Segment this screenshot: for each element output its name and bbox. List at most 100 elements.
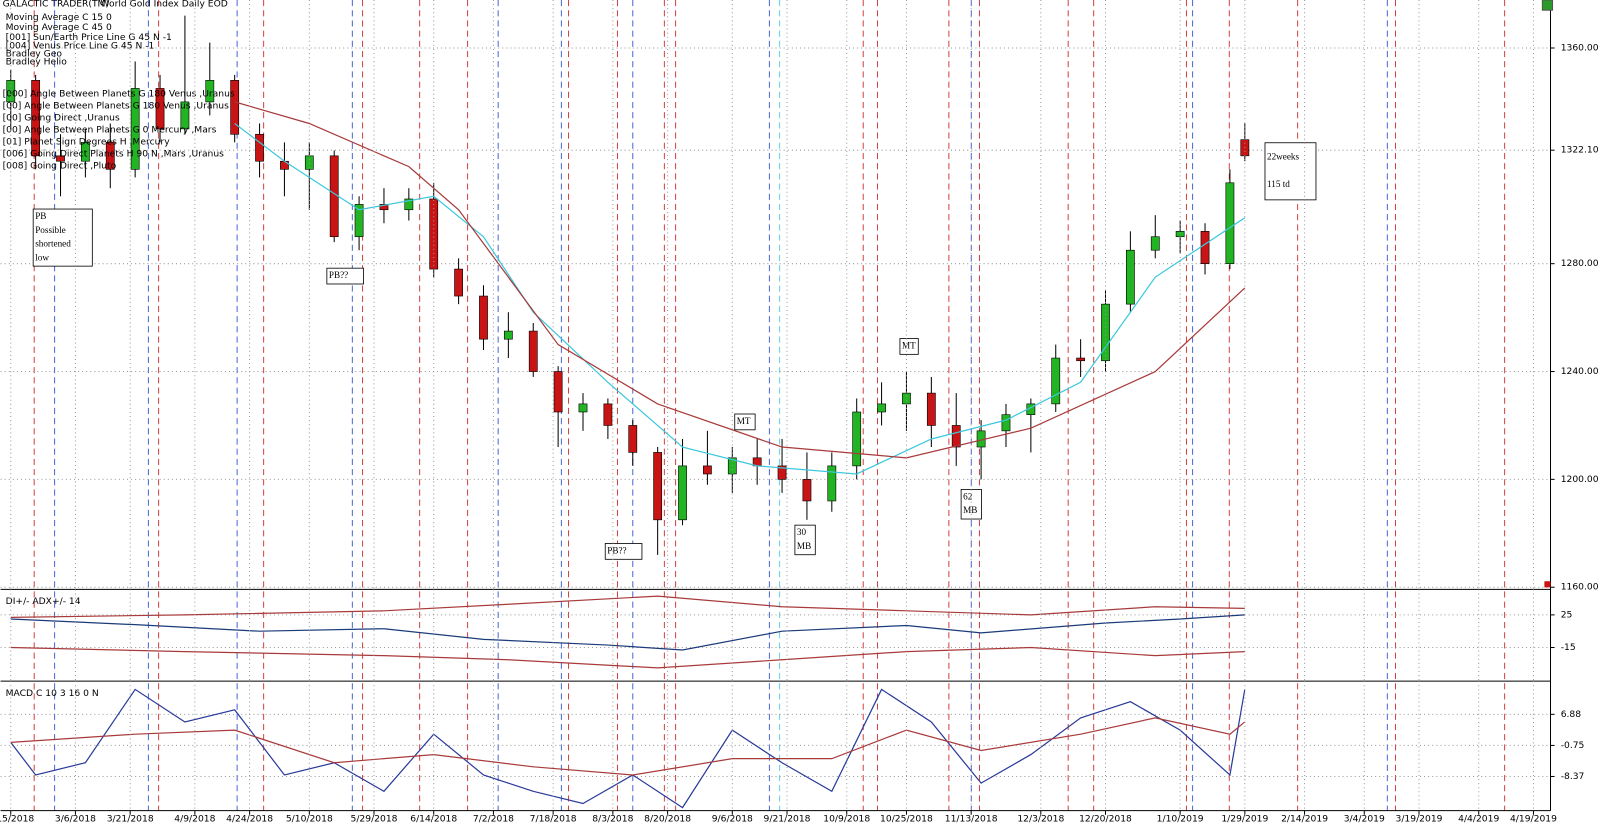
- annotation-box: [899, 338, 919, 355]
- study-label: [008] Going Direct ,Pluto: [3, 161, 117, 172]
- candle-body: [877, 403, 886, 413]
- study-label: [000] Angle Between Planets G 180 Venus …: [3, 88, 235, 99]
- candle-body: [130, 88, 140, 170]
- annotation-text: 22weeks: [1267, 152, 1299, 162]
- x-tick-label: 9/6/2018: [712, 813, 753, 824]
- y-tick-label: -15: [1561, 642, 1576, 653]
- x-tick-label: 4/4/2019: [1458, 813, 1499, 824]
- candle-body: [354, 204, 364, 238]
- candle-body: [703, 465, 712, 475]
- annotation-text: 115 td: [1267, 179, 1290, 189]
- annotation-box: [32, 208, 93, 267]
- x-tick-label: 3/6/2018: [55, 813, 96, 824]
- candle-body: [1076, 357, 1086, 362]
- annotation-box: [734, 413, 756, 431]
- x-tick-label: 11/13/2018: [945, 813, 998, 824]
- candle-body: [603, 403, 613, 426]
- study-label: Bradley Geo: [6, 49, 63, 60]
- candle-body: [1150, 236, 1160, 251]
- legend-entry: Moving Average C 15 0: [6, 12, 112, 23]
- candle-body: [31, 80, 41, 157]
- scrollbar: [1541, 0, 1554, 11]
- y-tick-label: -8.37: [1561, 771, 1585, 782]
- annotation-text: MT: [737, 416, 751, 426]
- panel-title: DI+/- ADX+/- 14: [6, 596, 81, 607]
- candle-body: [429, 198, 439, 270]
- annotation-text: MT: [902, 341, 916, 351]
- y-tick-label: 1280.00: [1561, 258, 1599, 269]
- x-tick-label: 7/18/2018: [530, 813, 577, 824]
- y-tick-label: 1360.00: [1561, 42, 1599, 53]
- candle-body: [329, 155, 339, 238]
- study-label: [004] Venus Price Line G 45 N -1: [6, 40, 155, 51]
- candle-body: [6, 80, 16, 103]
- study-label: [00] Angle Between Planets G 180 Venus ,…: [3, 100, 229, 111]
- annotation-text: 30: [797, 527, 807, 537]
- study-label: [001] Sun/Earth Price Line G 45 N -1: [6, 32, 172, 43]
- annotation-text: 62: [963, 491, 973, 501]
- candle-body: [404, 198, 414, 211]
- indicator-line: [234, 101, 1246, 459]
- candle-body: [155, 88, 165, 130]
- app-title: GALACTIC TRADER(TM): [3, 0, 109, 10]
- study-label: [00] Going Direct ,Uranus: [3, 112, 120, 123]
- indicator-line: [10, 646, 1245, 669]
- annotation-text: MB: [797, 541, 811, 551]
- indicator-line: [234, 122, 1246, 475]
- candle-body: [479, 295, 488, 340]
- study-label: [01] Planet Sign Degrees H ,Mercury: [3, 136, 171, 147]
- y-tick-label: 1322.10: [1561, 145, 1599, 156]
- study-label: [00] Angle Between Planets G 0 Mercury ,…: [3, 124, 217, 135]
- candle-body: [503, 330, 513, 340]
- x-tick-label: 3/4/2019: [1344, 813, 1385, 824]
- candle-body: [205, 80, 215, 103]
- annotation-text: PB??: [607, 546, 626, 556]
- study-label: [006] Going Direct Planets H 90 N ,Mars …: [3, 148, 225, 159]
- x-tick-label: 10/9/2018: [823, 813, 870, 824]
- price-marker: [1544, 581, 1551, 588]
- annotation-box: [1264, 142, 1317, 201]
- instrument: World Gold Index Daily EOD: [100, 0, 227, 10]
- candle-body: [230, 80, 240, 135]
- x-tick-label: 6/14/2018: [410, 813, 457, 824]
- x-tick-label: 3/21/2018: [107, 813, 154, 824]
- candle-body: [1125, 249, 1135, 305]
- annotation-text: shortened: [35, 239, 71, 249]
- annotation-text: low: [35, 252, 49, 262]
- x-tick-label: 7/2/2018: [473, 813, 514, 824]
- candle-body: [553, 371, 563, 413]
- y-tick-label: 1200.00: [1561, 474, 1599, 485]
- candle-body: [255, 133, 264, 162]
- x-tick-label: 4/24/2018: [226, 813, 273, 824]
- legend-entry: Moving Average C 45 0: [6, 22, 112, 33]
- annotation-box: [604, 543, 643, 560]
- candle-body: [379, 204, 389, 211]
- candle-body: [802, 479, 812, 502]
- x-tick-label: 4/19/2019: [1510, 813, 1557, 824]
- y-tick-label: 1240.00: [1561, 366, 1599, 377]
- candle-body: [454, 268, 463, 297]
- candle-body: [951, 425, 961, 448]
- x-tick-label: 3/19/2019: [1396, 813, 1443, 824]
- y-tick-label: -0.75: [1561, 740, 1585, 751]
- candle-body: [105, 142, 115, 170]
- x-tick-label: 10/25/2018: [880, 813, 933, 824]
- annotation-text: MB: [963, 505, 977, 515]
- x-tick-label: 8/3/2018: [592, 813, 633, 824]
- candle-body: [1101, 303, 1110, 362]
- y-tick-label: 1160.00: [1561, 582, 1599, 593]
- candle-body: [852, 411, 862, 467]
- candle-body: [528, 330, 538, 372]
- x-tick-label: 2/14/2019: [1281, 813, 1328, 824]
- x-tick-label: 12/3/2018: [1017, 813, 1064, 824]
- candle-body: [1225, 182, 1235, 264]
- candle-body: [678, 465, 687, 521]
- annotation-text: Possible: [35, 225, 66, 235]
- candle-body: [827, 465, 837, 502]
- candle-body: [926, 392, 936, 426]
- candle-body: [1175, 231, 1185, 238]
- study-label: Bradley Helio: [6, 57, 68, 68]
- x-tick-label: 1/10/2019: [1157, 813, 1204, 824]
- candle-body: [777, 465, 787, 480]
